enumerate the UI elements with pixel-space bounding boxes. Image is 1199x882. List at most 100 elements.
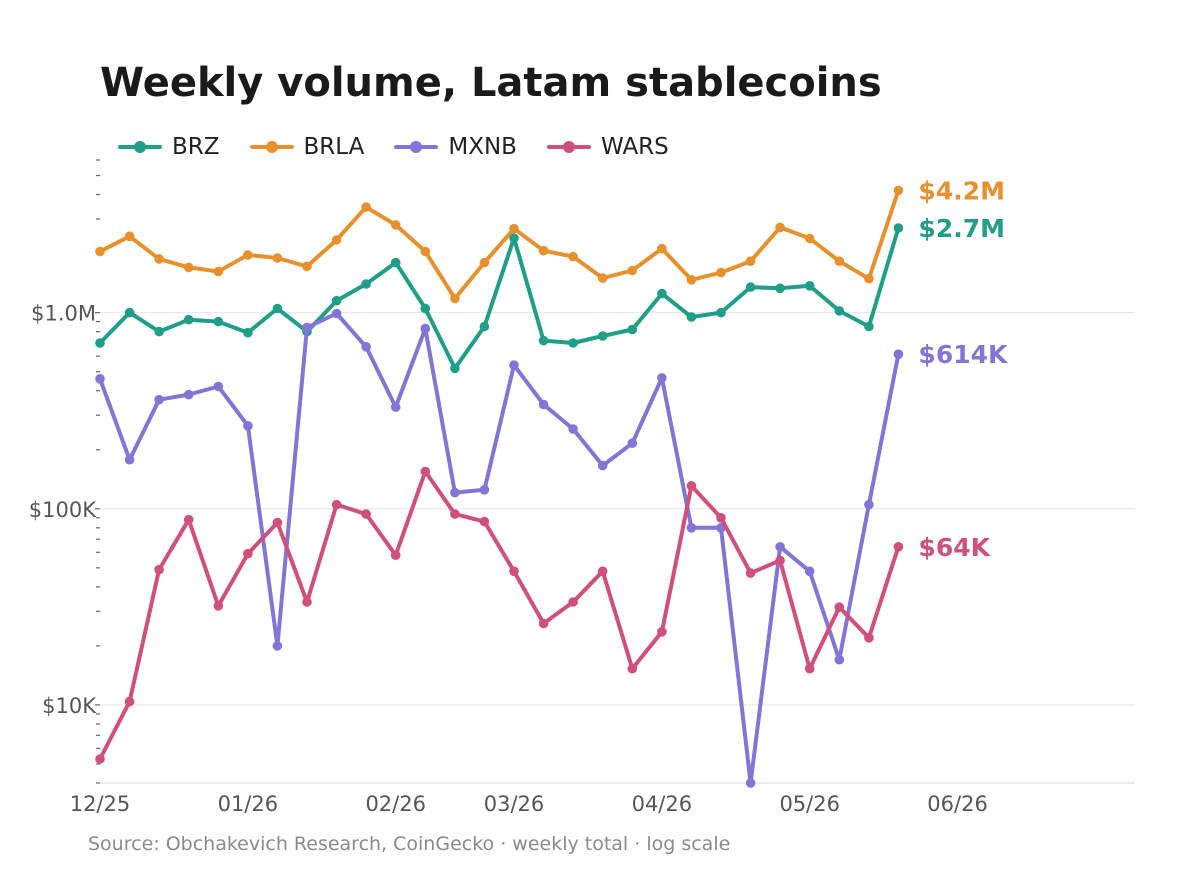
series-line-mxnb	[98, 311, 901, 785]
data-point-mxnb	[420, 323, 431, 334]
data-point-brz	[804, 281, 815, 291]
data-point-wars	[479, 516, 490, 527]
end-label-brla: $4.2M	[918, 176, 1005, 205]
legend-swatch-brz	[118, 141, 162, 153]
data-point-brz	[272, 303, 283, 314]
data-point-wars	[302, 597, 312, 607]
y-tick-label: $10K	[42, 694, 97, 718]
legend-item-brla: BRLA	[249, 134, 365, 160]
data-point-brla	[302, 261, 312, 272]
x-tick-label: 04/26	[632, 792, 693, 816]
end-label-mxnb: $614K	[918, 340, 1009, 369]
data-point-wars	[361, 509, 371, 519]
data-point-mxnb	[124, 454, 135, 465]
legend-label-brla: BRLA	[303, 134, 365, 160]
data-point-brla	[450, 293, 460, 304]
x-tick-label: 05/26	[779, 792, 840, 816]
data-point-mxnb	[390, 402, 401, 412]
data-point-mxnb	[509, 360, 519, 370]
data-point-brla	[627, 265, 638, 276]
data-point-wars	[864, 633, 874, 643]
data-point-brla	[597, 273, 608, 283]
data-point-brla	[213, 266, 224, 277]
legend-swatch-brla	[249, 141, 294, 153]
data-point-mxnb	[538, 399, 549, 410]
legend: BRZ BRLA MXNB WARS	[118, 134, 669, 160]
chart-title: Weekly volume, Latam stablecoins	[100, 60, 882, 106]
data-point-brla	[864, 273, 874, 284]
x-tick-label: 02/26	[365, 792, 426, 816]
data-point-brz	[893, 223, 904, 233]
data-point-brz	[124, 307, 135, 318]
data-point-wars	[154, 564, 164, 575]
data-point-brz	[331, 295, 342, 306]
data-point-wars	[597, 566, 608, 577]
data-point-brla	[95, 246, 105, 257]
data-point-brla	[509, 223, 519, 234]
data-point-brz	[745, 282, 756, 292]
y-tick-label: $1.0M	[31, 302, 96, 326]
legend-swatch-wars	[546, 141, 591, 153]
x-tick-label: 12/25	[70, 792, 131, 816]
data-point-brla	[420, 246, 431, 257]
data-point-mxnb	[568, 424, 578, 434]
data-point-brla	[657, 243, 667, 254]
data-point-wars	[95, 754, 105, 764]
data-point-mxnb	[272, 641, 283, 651]
data-point-mxnb	[657, 373, 667, 383]
end-label-brz: $2.7M	[918, 214, 1005, 243]
data-point-brla	[390, 220, 401, 230]
data-point-brla	[331, 235, 342, 245]
data-point-mxnb	[361, 342, 371, 352]
data-point-brla	[361, 202, 371, 212]
legend-item-brz: BRZ	[118, 134, 220, 160]
data-point-brla	[804, 233, 815, 244]
data-point-brz	[716, 307, 726, 318]
data-point-brla	[272, 253, 283, 263]
data-point-wars	[450, 509, 460, 519]
data-point-mxnb	[154, 394, 164, 405]
data-point-wars	[124, 696, 135, 707]
data-point-brla	[568, 251, 578, 262]
data-point-brz	[450, 363, 460, 374]
data-point-mxnb	[686, 523, 697, 533]
data-point-brla	[538, 245, 549, 256]
data-point-brla	[154, 254, 164, 264]
data-point-brla	[686, 275, 697, 285]
data-point-wars	[627, 663, 638, 674]
data-point-brz	[361, 279, 371, 289]
data-point-brz	[420, 303, 431, 314]
legend-item-mxnb: MXNB	[394, 134, 517, 160]
data-point-brla	[834, 256, 845, 267]
data-point-brla	[124, 231, 135, 242]
data-point-brz	[864, 321, 874, 332]
data-point-brz	[627, 324, 638, 335]
data-point-brz	[775, 283, 785, 294]
series-line-wars	[98, 469, 901, 761]
data-point-brla	[243, 250, 253, 260]
data-point-wars	[804, 663, 815, 674]
data-point-mxnb	[804, 566, 815, 577]
data-point-brla	[716, 267, 726, 278]
data-point-brz	[243, 327, 253, 338]
data-point-brz	[479, 321, 490, 332]
data-point-brz	[390, 257, 401, 268]
source-note: Source: Obchakevich Research, CoinGecko …	[88, 833, 731, 855]
end-label-wars: $64K	[918, 533, 991, 562]
data-point-mxnb	[95, 374, 105, 384]
data-point-wars	[745, 568, 756, 578]
data-point-mxnb	[893, 349, 904, 360]
data-point-brz	[657, 288, 667, 299]
data-point-wars	[538, 618, 549, 629]
data-point-mxnb	[302, 322, 312, 333]
data-point-wars	[893, 542, 904, 552]
legend-swatch-mxnb	[394, 141, 439, 153]
data-point-wars	[243, 548, 253, 559]
data-point-mxnb	[183, 389, 194, 400]
data-point-brla	[183, 262, 194, 273]
data-point-mxnb	[834, 654, 845, 665]
data-point-brz	[568, 338, 578, 348]
data-point-brz	[509, 233, 519, 243]
data-point-brz	[95, 338, 105, 348]
